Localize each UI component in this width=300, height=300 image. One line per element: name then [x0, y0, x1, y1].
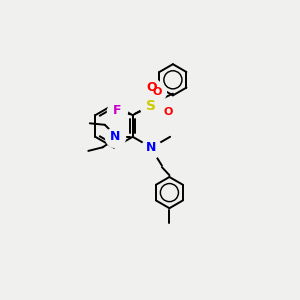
Text: O: O [163, 106, 172, 117]
Text: O: O [146, 81, 157, 94]
Text: F: F [113, 104, 122, 117]
Text: S: S [146, 99, 156, 113]
Text: N: N [146, 141, 157, 154]
Text: N: N [110, 130, 121, 143]
Text: O: O [152, 87, 161, 97]
